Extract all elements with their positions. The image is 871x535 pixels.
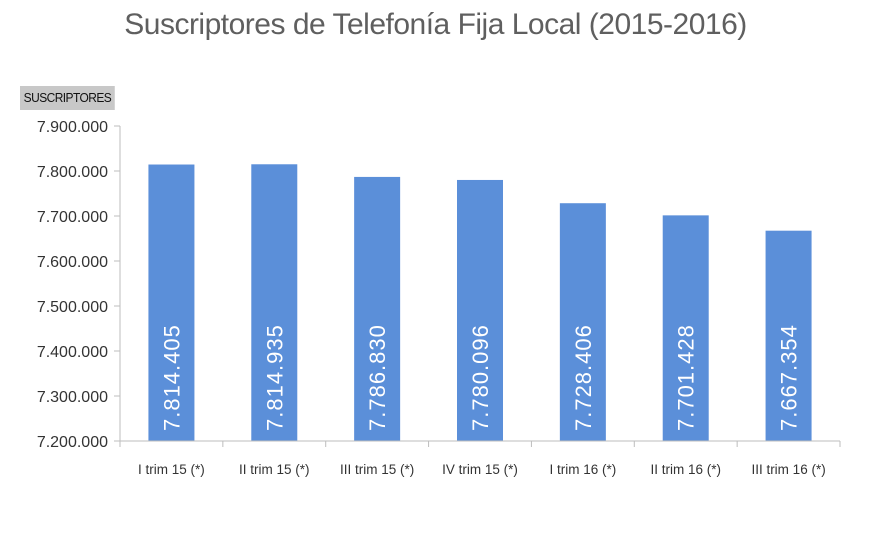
bar [354,176,401,441]
bar [251,164,298,442]
x-tick-label: I trim 16 (*) [549,462,616,477]
bar-value-label: 7.780.096 [468,324,493,431]
x-tick-label: III trim 15 (*) [340,462,414,477]
chart-title: Suscriptores de Telefonía Fija Local (20… [124,8,747,41]
y-tick-label: 7.200.000 [37,434,108,451]
y-axis-label: SUSCRIPTORES [20,86,115,110]
y-tick-label: 7.400.000 [37,344,108,361]
x-tick-label: II trim 16 (*) [650,462,721,477]
bar [662,215,709,441]
bar-value-label: 7.814.935 [262,324,287,431]
x-axis: I trim 15 (*) II trim 15 (*) III trim 15 (… [119,440,841,477]
bar-value-label: 7.667.354 [777,324,802,431]
bar-value-label: 7.786.830 [365,324,390,431]
bar [765,230,812,441]
bar [559,203,606,441]
x-tick-label: I trim 15 (*) [138,462,205,477]
y-tick-label: 7.900.000 [37,119,108,136]
y-tick-label: 7.300.000 [37,389,108,406]
x-tick-label: IV trim 15 (*) [442,462,518,477]
y-tick-label: 7.800.000 [37,164,108,181]
y-tick-label: 7.500.000 [37,299,108,316]
bar-value-label: 7.728.406 [571,324,596,431]
bars: 7.814.405 7.814.935 7.786.830 7.780.096 7.72… [148,164,812,442]
bar [457,179,503,442]
y-tick-label: 7.600.000 [37,254,108,271]
y-tick-label: 7.700.000 [37,209,108,226]
y-axis: 7.200.000 7.300.000 7.400.000 7.500.000 7.60… [37,119,121,451]
bar-value-label: 7.814.405 [159,324,184,431]
bar [148,164,195,441]
bar-value-label: 7.701.428 [674,324,699,431]
x-tick-label: III trim 16 (*) [751,462,825,477]
x-tick-label: II trim 15 (*) [239,462,310,477]
